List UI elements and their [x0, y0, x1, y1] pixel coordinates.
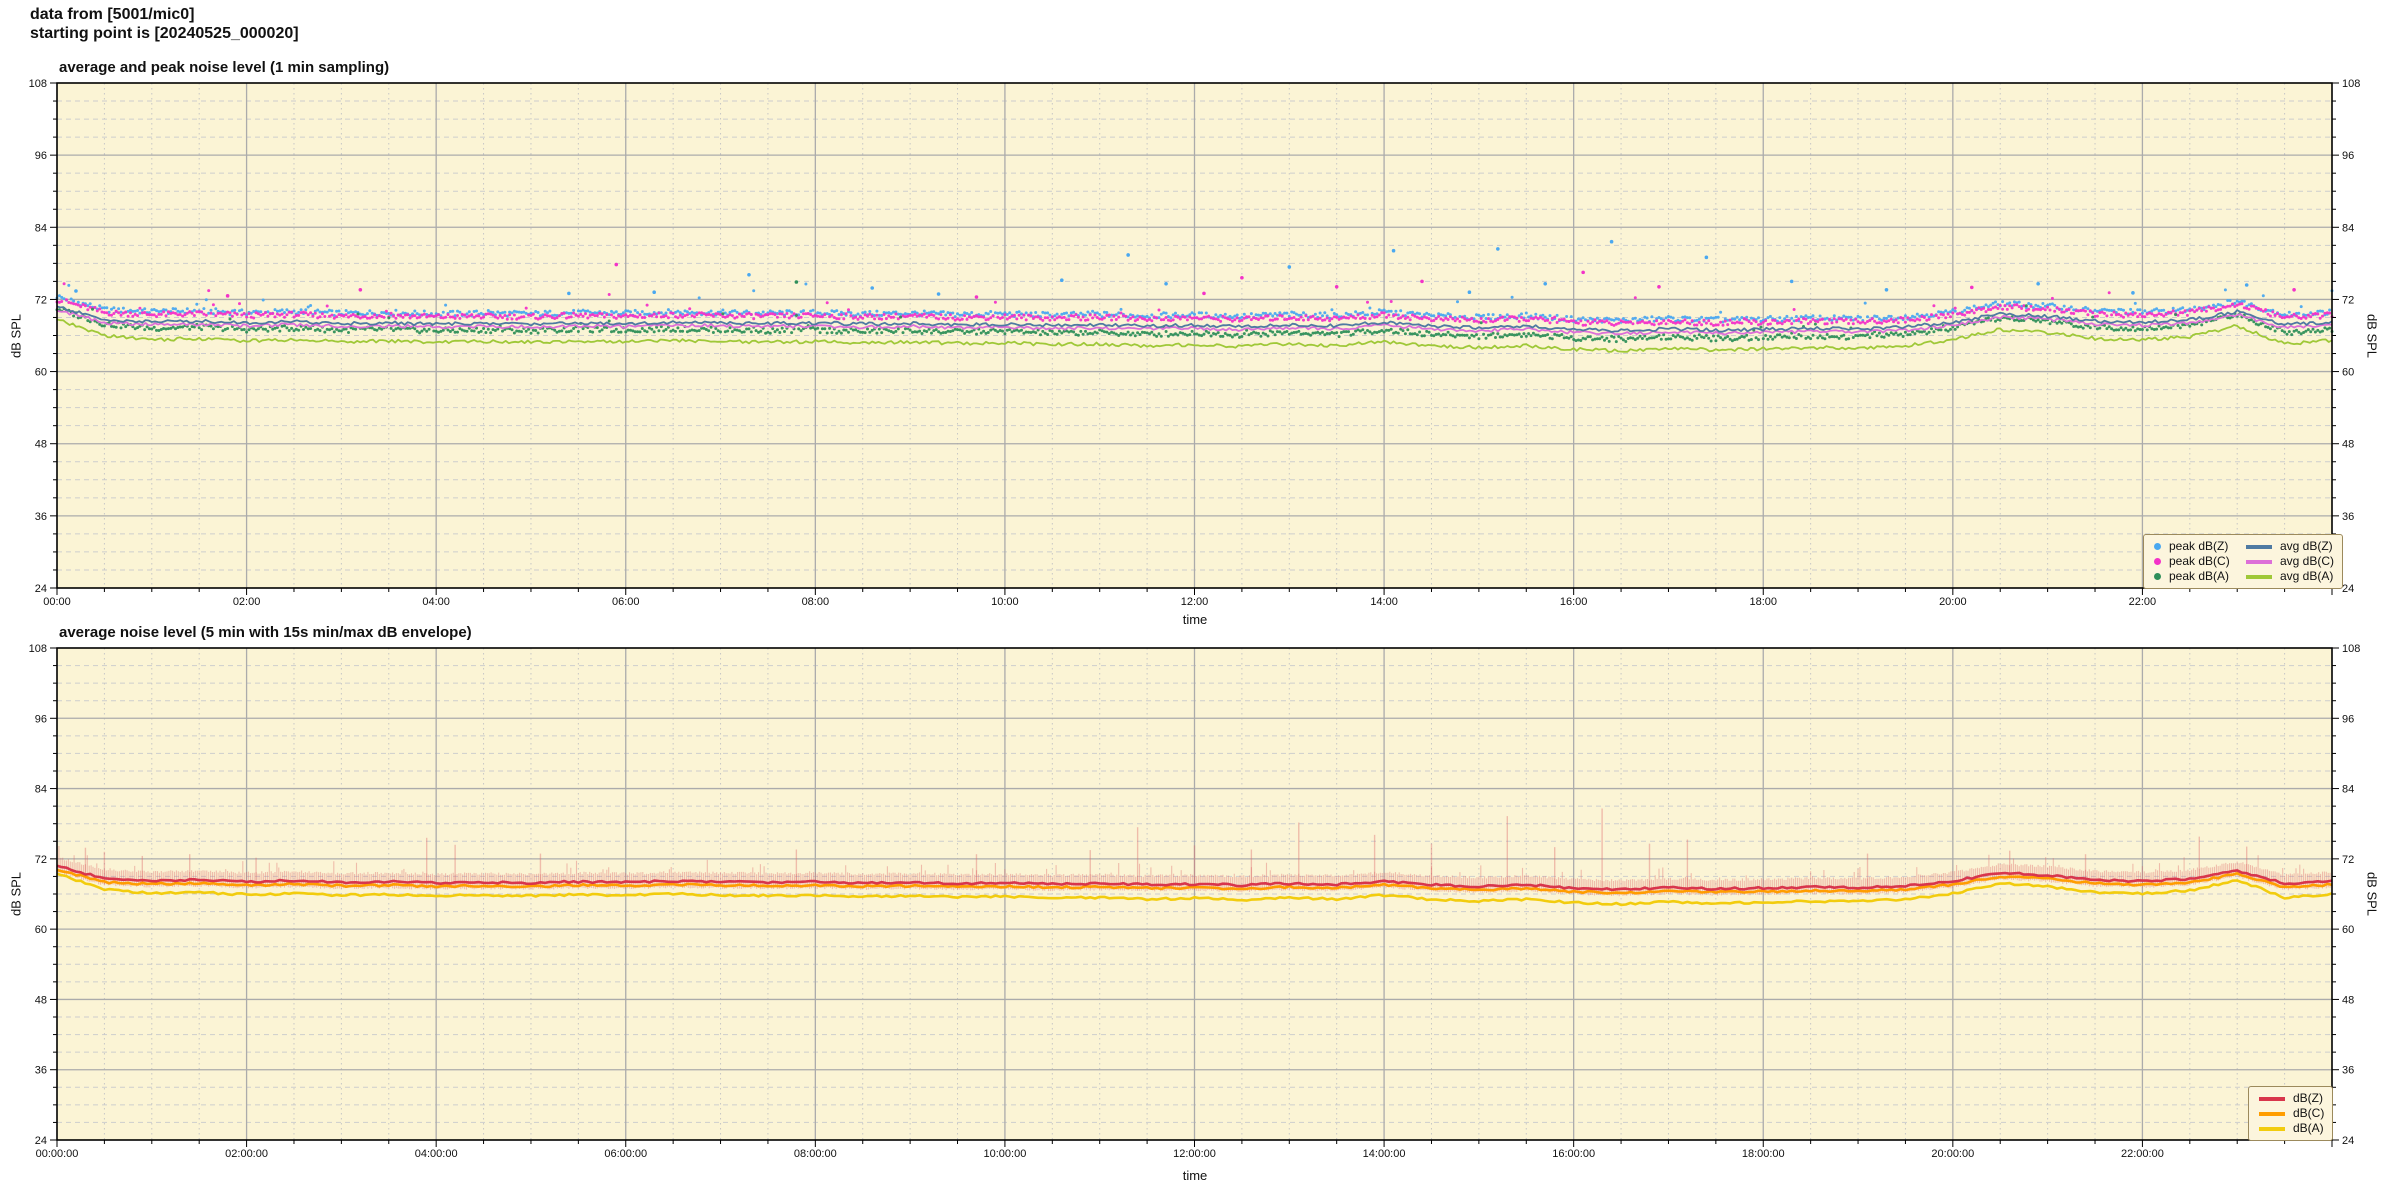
legend-row: peak dB(Z) avg dB(Z): [2152, 539, 2334, 554]
legend-label: dB(C): [2293, 1106, 2325, 1120]
svg-text:108: 108: [2342, 643, 2360, 655]
legend-label: peak dB(A): [2169, 569, 2230, 583]
svg-text:18:00:00: 18:00:00: [1742, 1148, 1785, 1160]
svg-text:48: 48: [2342, 994, 2354, 1006]
svg-text:84: 84: [2342, 784, 2354, 796]
top-left-y-axis-label: dB SPL: [8, 313, 24, 359]
svg-text:96: 96: [35, 713, 47, 725]
svg-text:96: 96: [2342, 150, 2354, 162]
svg-text:36: 36: [2342, 511, 2354, 523]
top-x-axis-label: time: [1182, 612, 1208, 627]
bottom-left-y-axis-label: dB SPL: [8, 871, 24, 917]
svg-text:36: 36: [35, 1065, 47, 1077]
avg-dbc-line-swatch: [2246, 559, 2272, 564]
legend-label: dB(A): [2293, 1121, 2324, 1135]
dba-line-swatch: [2259, 1126, 2285, 1131]
legend-row: peak dB(C) avg dB(C): [2152, 554, 2334, 569]
top-chart-title: average and peak noise level (1 min samp…: [59, 59, 390, 76]
peak-dbc-marker-swatch: [2154, 558, 2161, 565]
bottom-x-axis-label: time: [1182, 1168, 1208, 1183]
svg-text:10:00: 10:00: [991, 596, 1019, 608]
svg-text:06:00:00: 06:00:00: [604, 1148, 647, 1160]
top-right-y-axis-label: dB SPL: [2364, 313, 2380, 359]
bottom-right-y-axis-label: dB SPL: [2364, 871, 2380, 917]
svg-text:04:00:00: 04:00:00: [415, 1148, 458, 1160]
svg-text:16:00:00: 16:00:00: [1552, 1148, 1595, 1160]
svg-text:60: 60: [2342, 367, 2354, 379]
peak-dbz-marker-swatch: [2154, 543, 2161, 550]
dbz-line-swatch: [2259, 1096, 2285, 1101]
svg-text:36: 36: [2342, 1065, 2354, 1077]
svg-text:84: 84: [35, 784, 47, 796]
bottom-chart-legend: dB(Z) dB(C) dB(A): [2248, 1086, 2334, 1141]
legend-row: dB(Z): [2257, 1091, 2324, 1106]
svg-text:96: 96: [2342, 713, 2354, 725]
svg-text:60: 60: [35, 367, 47, 379]
svg-text:48: 48: [2342, 439, 2354, 451]
svg-text:22:00:00: 22:00:00: [2121, 1148, 2164, 1160]
svg-text:22:00: 22:00: [2129, 596, 2157, 608]
svg-text:20:00: 20:00: [1939, 596, 1967, 608]
svg-text:60: 60: [35, 924, 47, 936]
avg-dba-line-swatch: [2246, 574, 2272, 579]
svg-text:14:00: 14:00: [1370, 596, 1398, 608]
svg-text:20:00:00: 20:00:00: [1931, 1148, 1974, 1160]
svg-text:96: 96: [35, 150, 47, 162]
svg-text:84: 84: [2342, 222, 2354, 234]
svg-text:16:00: 16:00: [1560, 596, 1588, 608]
svg-text:02:00:00: 02:00:00: [225, 1148, 268, 1160]
header-line-2: starting point is [20240525_000020]: [30, 25, 299, 42]
top-chart-legend: peak dB(Z) avg dB(Z) peak dB(C) avg dB(C…: [2143, 534, 2344, 589]
svg-text:12:00: 12:00: [1181, 596, 1209, 608]
legend-label: avg dB(Z): [2280, 539, 2333, 553]
svg-text:10:00:00: 10:00:00: [984, 1148, 1027, 1160]
svg-text:84: 84: [35, 222, 47, 234]
legend-label: avg dB(C): [2280, 554, 2335, 568]
svg-text:48: 48: [35, 439, 47, 451]
svg-text:60: 60: [2342, 924, 2354, 936]
legend-row: dB(A): [2257, 1121, 2324, 1136]
svg-text:12:00:00: 12:00:00: [1173, 1148, 1216, 1160]
legend-row: peak dB(A) avg dB(A): [2152, 569, 2334, 584]
legend-label: peak dB(Z): [2169, 539, 2229, 553]
svg-text:72: 72: [35, 854, 47, 866]
svg-text:00:00: 00:00: [43, 596, 71, 608]
bottom-chart-title: average noise level (5 min with 15s min/…: [59, 624, 472, 641]
svg-text:18:00: 18:00: [1749, 596, 1777, 608]
legend-label: dB(Z): [2293, 1091, 2323, 1105]
svg-text:02:00: 02:00: [233, 596, 261, 608]
svg-text:00:00:00: 00:00:00: [36, 1148, 79, 1160]
dbc-line-swatch: [2259, 1111, 2285, 1116]
legend-row: dB(C): [2257, 1106, 2324, 1121]
svg-text:24: 24: [35, 1135, 47, 1147]
legend-label: peak dB(C): [2169, 554, 2230, 568]
peak-dba-marker-swatch: [2154, 573, 2161, 580]
svg-text:04:00: 04:00: [422, 596, 450, 608]
svg-text:24: 24: [2342, 1135, 2354, 1147]
svg-text:108: 108: [29, 78, 47, 90]
svg-text:48: 48: [35, 994, 47, 1006]
svg-text:06:00: 06:00: [612, 596, 640, 608]
svg-text:08:00: 08:00: [802, 596, 830, 608]
legend-label: avg dB(A): [2280, 569, 2334, 583]
svg-text:72: 72: [2342, 294, 2354, 306]
svg-text:72: 72: [35, 294, 47, 306]
svg-text:108: 108: [2342, 78, 2360, 90]
svg-text:72: 72: [2342, 854, 2354, 866]
avg-dbz-line-swatch: [2246, 544, 2272, 549]
svg-text:14:00:00: 14:00:00: [1363, 1148, 1406, 1160]
svg-text:24: 24: [2342, 583, 2354, 595]
svg-text:08:00:00: 08:00:00: [794, 1148, 837, 1160]
header-line-1: data from [5001/mic0]: [30, 6, 195, 23]
svg-text:24: 24: [35, 583, 47, 595]
svg-text:36: 36: [35, 511, 47, 523]
svg-text:108: 108: [29, 643, 47, 655]
